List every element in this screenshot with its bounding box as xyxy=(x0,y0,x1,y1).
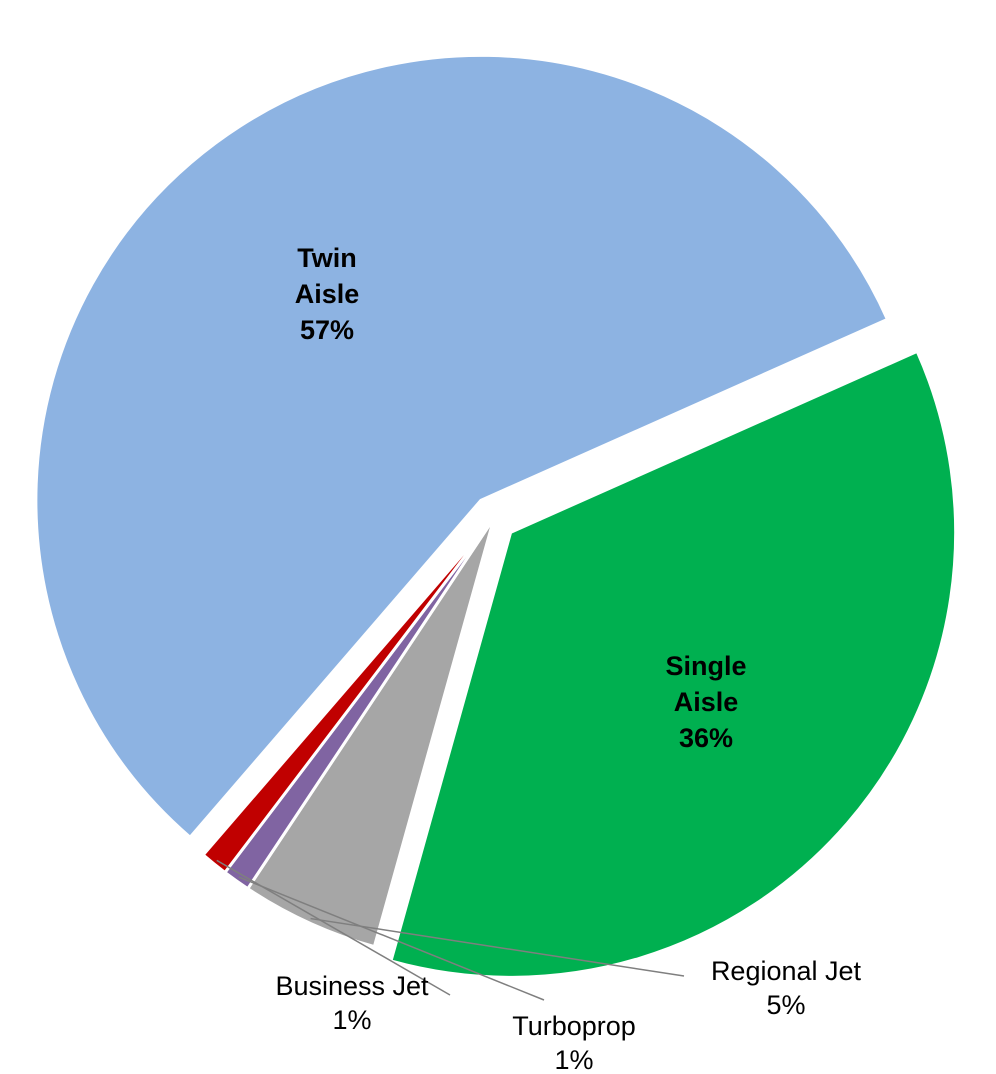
pie-slices xyxy=(34,53,958,979)
slice-label: Aisle xyxy=(674,687,739,717)
slice-label: 1% xyxy=(332,1005,371,1035)
slice-label: Regional Jet xyxy=(711,956,862,986)
pie-slice xyxy=(34,53,890,840)
leader-line xyxy=(310,917,685,977)
slice-label: Business Jet xyxy=(275,971,429,1001)
slice-label: Turboprop xyxy=(512,1011,636,1041)
slice-label: Twin xyxy=(297,243,356,273)
slice-labels: Single Aisle 36% Regional Jet 5% Turboprop 1% B… xyxy=(275,243,861,1074)
slice-label: Single xyxy=(666,651,747,681)
leader-lines xyxy=(216,859,685,1001)
slice-label: Aisle xyxy=(295,279,360,309)
slice-label: 5% xyxy=(766,990,805,1020)
leader-line xyxy=(238,876,545,1001)
slice-label: 57% xyxy=(300,315,354,345)
pie-slice xyxy=(201,517,496,875)
slice-label: 36% xyxy=(679,723,733,753)
slice-label: 1% xyxy=(554,1045,593,1074)
leader-line xyxy=(216,859,451,996)
pie-slice xyxy=(389,349,958,979)
